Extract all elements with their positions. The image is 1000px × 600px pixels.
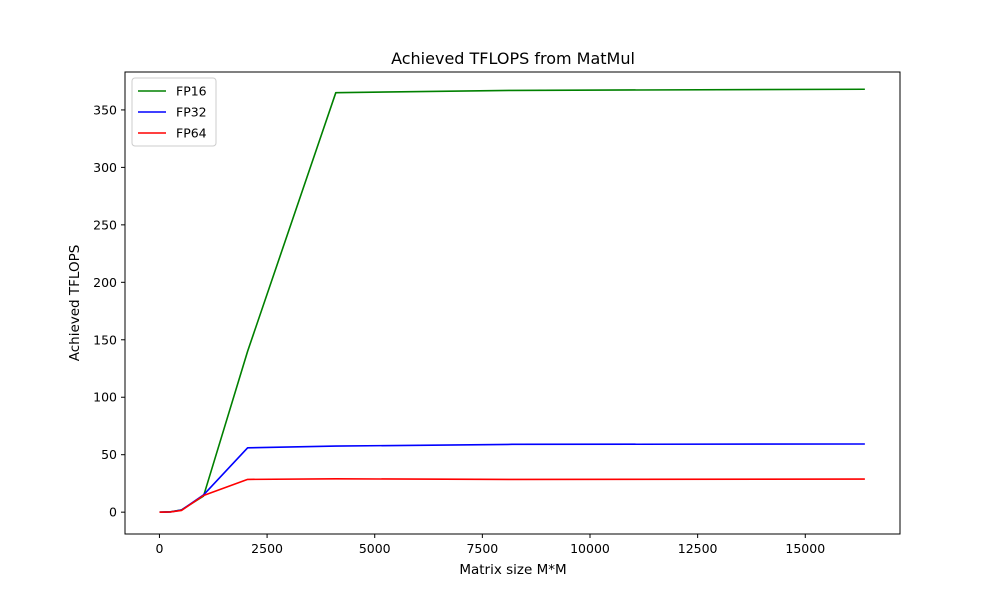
y-tick-label: 150 (93, 332, 117, 347)
legend-label-fp16: FP16 (176, 84, 207, 99)
x-tick-label: 5000 (359, 541, 391, 556)
plot-frame (124, 71, 901, 535)
legend-label-fp32: FP32 (176, 105, 207, 120)
y-axis: 0 50 100 150 200 250 300 350 (93, 102, 125, 520)
chart-title: Achieved TFLOPS from MatMul (391, 49, 635, 68)
x-tick-label: 2500 (251, 541, 283, 556)
x-axis-label: Matrix size M*M (459, 562, 566, 578)
x-tick-label: 12500 (678, 541, 718, 556)
x-tick-label: 7500 (466, 541, 498, 556)
y-tick-label: 250 (93, 217, 117, 232)
legend: FP16 FP32 FP64 (131, 77, 217, 147)
legend-label-fp64: FP64 (176, 126, 207, 141)
y-tick-label: 100 (93, 390, 117, 405)
x-tick-label: 0 (155, 541, 163, 556)
plot-lines (159, 88, 865, 513)
y-tick-label: 0 (109, 505, 117, 520)
x-tick-label: 15000 (785, 541, 825, 556)
x-tick-label: 10000 (570, 541, 610, 556)
x-axis: 0 2500 5000 7500 10000 12500 15000 (155, 534, 825, 556)
y-axis-label: Achieved TFLOPS (67, 245, 83, 362)
y-tick-label: 200 (93, 275, 117, 290)
y-tick-label: 300 (93, 160, 117, 175)
series-line-fp64 (159, 478, 865, 513)
y-tick-label: 50 (101, 447, 117, 462)
y-tick-label: 350 (93, 102, 117, 117)
legend-frame (131, 77, 217, 147)
